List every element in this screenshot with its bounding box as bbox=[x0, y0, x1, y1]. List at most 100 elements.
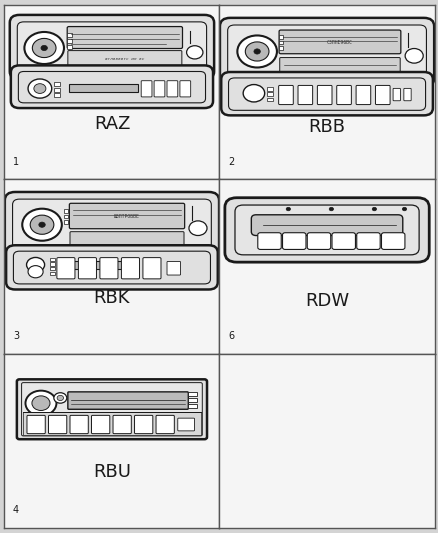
Bar bbox=[58, 261, 123, 269]
FancyBboxPatch shape bbox=[374, 85, 389, 104]
Circle shape bbox=[253, 49, 260, 54]
FancyBboxPatch shape bbox=[57, 257, 75, 279]
FancyBboxPatch shape bbox=[91, 415, 110, 434]
Circle shape bbox=[32, 38, 56, 58]
FancyBboxPatch shape bbox=[67, 27, 182, 49]
FancyBboxPatch shape bbox=[355, 85, 370, 104]
Text: 3: 3 bbox=[13, 332, 19, 341]
FancyBboxPatch shape bbox=[14, 251, 210, 284]
Circle shape bbox=[25, 391, 57, 416]
FancyBboxPatch shape bbox=[403, 88, 410, 101]
FancyBboxPatch shape bbox=[297, 85, 312, 104]
FancyBboxPatch shape bbox=[279, 58, 399, 74]
Text: RBB: RBB bbox=[308, 118, 345, 136]
Circle shape bbox=[243, 85, 264, 102]
FancyBboxPatch shape bbox=[154, 80, 165, 97]
FancyBboxPatch shape bbox=[166, 262, 180, 275]
Text: RBK: RBK bbox=[93, 289, 130, 307]
Circle shape bbox=[39, 222, 45, 227]
Text: 1: 1 bbox=[13, 157, 19, 167]
FancyBboxPatch shape bbox=[10, 15, 214, 79]
Text: 6: 6 bbox=[228, 332, 234, 341]
FancyBboxPatch shape bbox=[141, 80, 152, 97]
FancyBboxPatch shape bbox=[113, 415, 131, 434]
Circle shape bbox=[186, 46, 202, 59]
Bar bbox=[266, 92, 272, 96]
Bar bbox=[266, 98, 272, 101]
Circle shape bbox=[32, 396, 50, 410]
Bar bbox=[67, 39, 72, 43]
Bar bbox=[188, 403, 197, 408]
Text: RBU: RBU bbox=[93, 463, 131, 481]
FancyBboxPatch shape bbox=[134, 415, 152, 434]
Text: 4: 4 bbox=[13, 505, 19, 515]
Text: RAZ: RAZ bbox=[94, 115, 130, 133]
FancyBboxPatch shape bbox=[143, 257, 161, 279]
FancyBboxPatch shape bbox=[68, 51, 181, 67]
FancyBboxPatch shape bbox=[17, 22, 206, 74]
Circle shape bbox=[237, 36, 276, 68]
Circle shape bbox=[404, 49, 422, 63]
FancyBboxPatch shape bbox=[6, 245, 217, 289]
Text: СЗЛНE96ВС: СЗЛНE96ВС bbox=[326, 40, 352, 45]
FancyBboxPatch shape bbox=[278, 85, 293, 104]
Bar bbox=[54, 83, 60, 86]
FancyBboxPatch shape bbox=[234, 205, 418, 255]
Circle shape bbox=[26, 257, 45, 272]
FancyBboxPatch shape bbox=[282, 233, 305, 249]
FancyBboxPatch shape bbox=[180, 80, 190, 97]
Circle shape bbox=[30, 215, 54, 235]
Text: RDW: RDW bbox=[304, 292, 348, 310]
FancyBboxPatch shape bbox=[221, 72, 432, 115]
Circle shape bbox=[41, 45, 47, 51]
FancyBboxPatch shape bbox=[227, 25, 425, 82]
Circle shape bbox=[34, 84, 46, 93]
Bar bbox=[54, 93, 60, 97]
Text: ШЗЛТРОБВЕ: ШЗЛТРОБВЕ bbox=[114, 214, 140, 219]
Circle shape bbox=[188, 221, 207, 236]
Bar bbox=[278, 46, 283, 50]
FancyBboxPatch shape bbox=[70, 232, 184, 248]
Bar bbox=[64, 215, 68, 218]
FancyBboxPatch shape bbox=[257, 233, 281, 249]
Bar bbox=[266, 87, 272, 91]
Circle shape bbox=[245, 42, 268, 61]
FancyBboxPatch shape bbox=[100, 257, 118, 279]
FancyBboxPatch shape bbox=[317, 85, 331, 104]
Circle shape bbox=[328, 207, 333, 211]
Bar bbox=[49, 267, 55, 270]
FancyBboxPatch shape bbox=[177, 418, 194, 431]
FancyBboxPatch shape bbox=[279, 30, 400, 54]
Circle shape bbox=[28, 265, 43, 278]
Bar bbox=[188, 398, 197, 402]
Circle shape bbox=[371, 207, 376, 211]
Bar bbox=[278, 35, 283, 39]
Circle shape bbox=[25, 32, 64, 64]
FancyBboxPatch shape bbox=[78, 257, 96, 279]
Circle shape bbox=[28, 79, 52, 98]
FancyBboxPatch shape bbox=[48, 415, 67, 434]
Bar bbox=[54, 88, 60, 92]
FancyBboxPatch shape bbox=[336, 85, 350, 104]
Bar bbox=[69, 84, 138, 92]
FancyBboxPatch shape bbox=[21, 383, 202, 436]
FancyBboxPatch shape bbox=[228, 78, 424, 110]
FancyBboxPatch shape bbox=[121, 257, 139, 279]
FancyBboxPatch shape bbox=[155, 415, 174, 434]
FancyBboxPatch shape bbox=[392, 88, 399, 101]
Bar bbox=[23, 413, 200, 434]
Bar bbox=[49, 258, 55, 261]
FancyBboxPatch shape bbox=[69, 203, 184, 229]
Circle shape bbox=[57, 395, 64, 401]
FancyBboxPatch shape bbox=[68, 392, 188, 409]
Bar bbox=[67, 33, 72, 37]
FancyBboxPatch shape bbox=[27, 415, 45, 434]
Circle shape bbox=[402, 207, 406, 211]
FancyBboxPatch shape bbox=[70, 415, 88, 434]
FancyBboxPatch shape bbox=[13, 199, 211, 255]
FancyBboxPatch shape bbox=[251, 215, 402, 236]
Text: аглввввтс ин вс: аглввввтс ин вс bbox=[105, 57, 144, 61]
Bar bbox=[67, 45, 72, 49]
FancyBboxPatch shape bbox=[224, 198, 428, 262]
FancyBboxPatch shape bbox=[11, 66, 212, 108]
